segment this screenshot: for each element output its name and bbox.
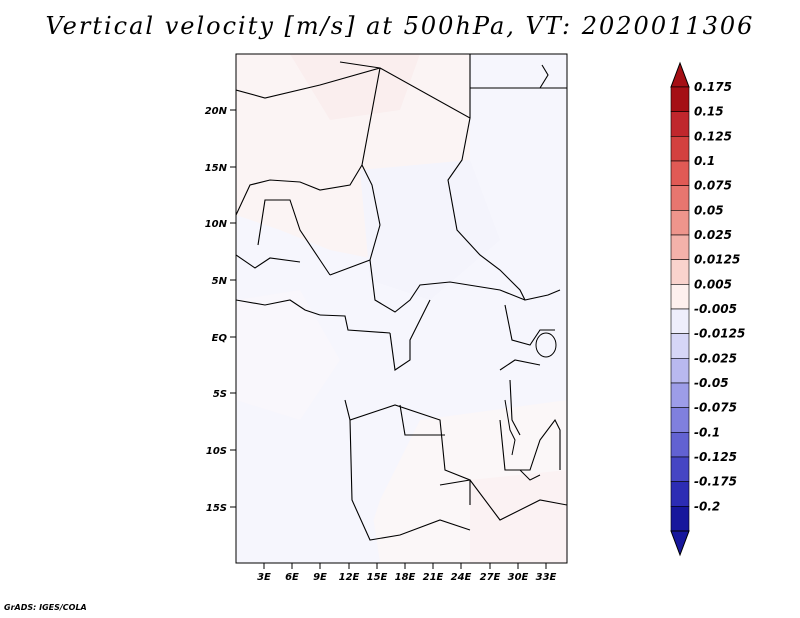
colorbar-label: 0.025 (694, 228, 732, 242)
colorbar-label: 0.05 (694, 203, 724, 217)
colorbar-top-arrow (670, 61, 690, 88)
colorbar-swatch (670, 382, 690, 408)
colorbar-label: -0.05 (694, 376, 729, 390)
colorbar-label: -0.175 (694, 475, 737, 489)
lat-label: 10S (206, 446, 227, 457)
credit-text: GrADS: IGES/COLA (4, 603, 87, 612)
colorbar-swatch (670, 506, 690, 532)
country-borders (236, 54, 567, 541)
colorbar-swatch (670, 333, 690, 359)
lat-label: 5N (212, 276, 228, 287)
lon-label: 24E (451, 572, 472, 583)
lat-labels: 20N 15N 10N 5N EQ 5S 10S 15S (205, 106, 228, 514)
lat-label: 20N (205, 106, 228, 117)
velocity-field (236, 54, 567, 563)
lon-label: 30E (508, 572, 529, 583)
lon-label: 33E (536, 572, 557, 583)
lat-label: 15S (206, 503, 227, 514)
lon-label: 18E (395, 572, 416, 583)
lon-label: 9E (313, 572, 327, 583)
colorbar-label: 0.175 (694, 80, 732, 94)
colorbar-label: -0.1 (694, 425, 720, 439)
lon-label: 6E (285, 572, 299, 583)
colorbar-label: 0.1 (694, 154, 715, 168)
lon-label: 27E (480, 572, 501, 583)
lat-label: EQ (212, 333, 228, 344)
colorbar-swatch (670, 456, 690, 482)
colorbar-swatch (670, 308, 690, 334)
colorbar-swatch (670, 432, 690, 458)
colorbar-swatch (670, 259, 690, 285)
colorbar-label: -0.005 (694, 302, 737, 316)
colorbar-label: 0.125 (694, 129, 732, 143)
colorbar-swatch (670, 160, 690, 186)
colorbar-swatch (670, 210, 690, 236)
colorbar-swatch (670, 234, 690, 260)
colorbar-swatch (670, 284, 690, 310)
colorbar-swatch (670, 358, 690, 384)
colorbar-label: 0.075 (694, 179, 732, 193)
colorbar-swatch (670, 407, 690, 433)
axis-ticks (230, 109, 547, 569)
colorbar-swatch (670, 111, 690, 137)
colorbar-swatch (670, 86, 690, 112)
lon-label: 12E (339, 572, 360, 583)
colorbar-label: 0.005 (694, 277, 732, 291)
map-frame (235, 53, 568, 564)
colorbar: 0.175 0.15 0.125 0.1 0.075 0.05 0.025 0.0125 0.0… (670, 61, 745, 557)
colorbar-label: 0.0125 (694, 253, 740, 267)
colorbar-label: -0.125 (694, 450, 737, 464)
chart-title: Vertical velocity [m/s] at 500hPa, VT: 2… (45, 12, 755, 40)
colorbar-label: -0.075 (694, 401, 737, 415)
lat-label: 5S (213, 389, 227, 400)
lon-labels: 3E 6E 9E 12E 15E 18E 21E 24E 27E 30E 33E (257, 572, 556, 583)
lakes (504, 332, 557, 481)
colorbar-bottom-arrow (670, 530, 690, 557)
colorbar-label: -0.025 (694, 351, 737, 365)
lat-label: 15N (205, 163, 228, 174)
colorbar-label: -0.0125 (694, 327, 745, 341)
lon-label: 15E (367, 572, 388, 583)
lon-label: 3E (257, 572, 271, 583)
colorbar-swatch (670, 481, 690, 507)
lat-label: 10N (205, 219, 228, 230)
lon-label: 21E (423, 572, 444, 583)
colorbar-label: 0.15 (694, 105, 724, 119)
colorbar-label: -0.2 (694, 499, 720, 513)
colorbar-swatch (670, 185, 690, 211)
colorbar-swatch (670, 136, 690, 162)
